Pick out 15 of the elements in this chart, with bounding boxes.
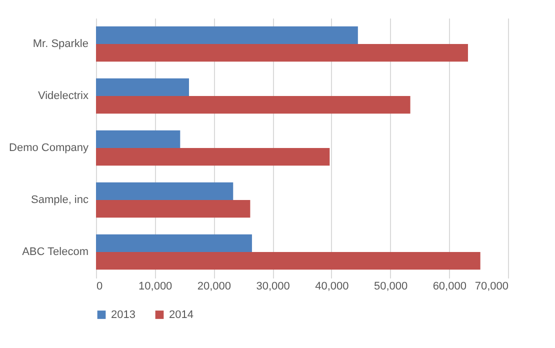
y-tick-label: Sample, inc <box>31 194 89 206</box>
legend-label: 2014 <box>169 308 194 321</box>
x-tick-label: 60,000 <box>432 280 466 292</box>
x-tick-label: 40,000 <box>315 280 349 292</box>
x-tick-label: 70,000 <box>474 280 508 292</box>
y-tick-label: Videlectrix <box>38 90 89 102</box>
x-tick-label: 30,000 <box>256 280 290 292</box>
y-tick-label: Mr. Sparkle <box>32 38 88 50</box>
y-tick-label: ABC Telecom <box>22 246 88 258</box>
x-tick-label: 50,000 <box>374 280 408 292</box>
x-tick-label: 10,000 <box>138 280 172 292</box>
legend-label: 2013 <box>111 308 136 321</box>
y-tick-label: Demo Company <box>9 142 89 154</box>
x-tick-label: 20,000 <box>197 280 232 292</box>
x-tick-label: 0 <box>96 280 103 292</box>
